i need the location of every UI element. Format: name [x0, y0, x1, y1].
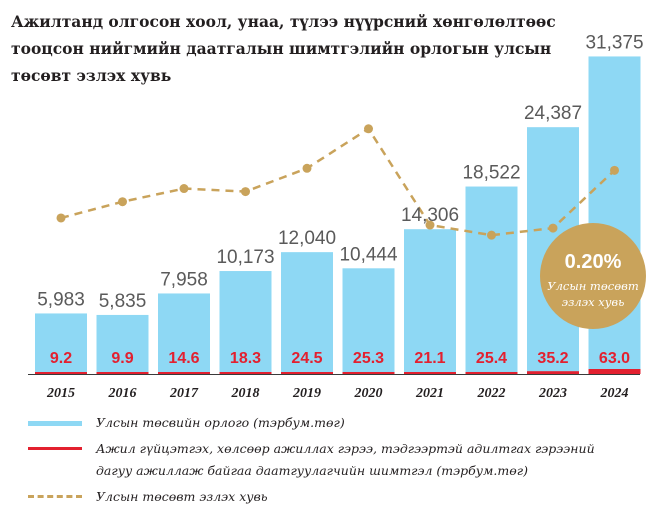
bar-contribution-2015	[35, 372, 87, 374]
legend-label-share: Улсын төсөвт эзлэх хувь	[96, 489, 268, 504]
chart-title: Ажилтанд олгосон хоол, унаа, түлээ нүүрс…	[11, 12, 556, 85]
line-point-2023	[548, 223, 558, 233]
line-point-2022	[487, 230, 496, 240]
data-label-contribution-2023: 35.2	[537, 350, 568, 367]
line-point-2024	[610, 165, 619, 175]
data-label-contribution-2015: 9.2	[50, 350, 72, 367]
legend-swatch-blue-bar	[28, 421, 82, 426]
data-label-contribution-2021: 21.1	[414, 350, 445, 367]
annotation-value: 0.20%	[565, 251, 622, 273]
line-point-2021	[425, 220, 435, 230]
data-label-revenue-2020: 10,444	[339, 244, 398, 265]
bar-revenue-2016	[96, 314, 149, 374]
bar-contribution-2020	[342, 371, 395, 374]
bar-contribution-2023	[527, 371, 579, 374]
x-tick-label-2022: 2022	[477, 386, 506, 400]
legend-item-contribution: Ажил гүйцэтгэх, хөлсөөр ажиллах гэрээ, т…	[28, 438, 628, 482]
data-label-revenue-2022: 18,522	[462, 163, 520, 184]
legend-swatch-dashed-line	[28, 495, 82, 498]
bar-revenue-2017	[158, 293, 210, 374]
legend-swatch-red-bar	[28, 447, 82, 450]
line-share-series	[60, 127, 616, 237]
bar-revenue-2021	[404, 229, 456, 374]
bar-revenue-2020	[342, 268, 395, 374]
annotation-badge	[540, 223, 646, 329]
bar-contribution-2018	[219, 372, 272, 374]
x-tick-label-2016: 2016	[108, 386, 137, 400]
line-point-2015	[56, 213, 66, 223]
line-point-2018	[241, 187, 250, 197]
bar-contribution-2016	[96, 372, 149, 374]
bar-contribution-2019	[281, 372, 333, 374]
x-tick-label-2015: 2015	[46, 386, 75, 400]
x-tick-label-2019: 2019	[292, 386, 321, 400]
line-point-2020	[364, 124, 373, 134]
x-tick-label-2018: 2018	[231, 386, 260, 400]
data-label-contribution-2018: 18.3	[230, 350, 261, 367]
bar-contribution-2021	[404, 372, 456, 374]
bar-revenue-2018	[219, 271, 272, 374]
data-label-revenue-2024: 31,375	[585, 32, 643, 53]
x-tick-label-2023: 2023	[538, 386, 567, 400]
line-point-2017	[179, 184, 189, 194]
data-label-contribution-2020: 25.3	[353, 350, 384, 367]
data-label-revenue-2019: 12,040	[278, 228, 336, 249]
x-tick-label-2020: 2020	[354, 386, 383, 400]
x-tick-label-2024: 2024	[600, 386, 629, 400]
bar-revenue-2015	[35, 313, 87, 374]
data-label-revenue-2021: 14,306	[401, 205, 459, 226]
data-label-contribution-2024: 63.0	[599, 350, 630, 367]
data-label-revenue-2023: 24,387	[524, 103, 582, 124]
data-label-revenue-2016: 5,835	[99, 291, 147, 312]
line-point-2019	[302, 163, 312, 173]
legend-label-revenue: Улсын төсвийн орлого (тэрбум.төг)	[96, 415, 345, 430]
data-label-revenue-2017: 7,958	[160, 269, 208, 290]
data-label-contribution-2016: 9.9	[111, 350, 133, 367]
bar-revenue-2022	[465, 186, 518, 374]
x-tick-label-2017: 2017	[169, 386, 199, 400]
data-label-contribution-2019: 24.5	[291, 350, 322, 367]
data-label-contribution-2022: 25.4	[476, 350, 507, 367]
data-label-contribution-2017: 14.6	[168, 350, 199, 367]
annotation-text: Улсын төсөвт эзлэх хувь	[547, 279, 639, 309]
legend-label-contribution: Ажил гүйцэтгэх, хөлсөөр ажиллах гэрээ, т…	[96, 441, 595, 478]
line-point-2016	[118, 197, 127, 207]
bar-contribution-2017	[158, 372, 210, 374]
data-label-revenue-2018: 10,173	[216, 247, 274, 268]
bar-revenue-2019	[281, 252, 333, 374]
legend-item-revenue: Улсын төсвийн орлого (тэрбум.төг)	[28, 412, 345, 434]
bar-contribution-2022	[465, 371, 518, 374]
data-label-revenue-2015: 5,983	[37, 289, 85, 310]
chart-plot: 5,983 9.2 2015 5,835 9.9 2016 7,958 14.6 2017 10,…	[28, 32, 646, 400]
legend-item-share: Улсын төсөвт эзлэх хувь	[28, 486, 268, 508]
bar-contribution-2024	[588, 369, 641, 374]
x-tick-label-2021: 2021	[415, 386, 444, 400]
